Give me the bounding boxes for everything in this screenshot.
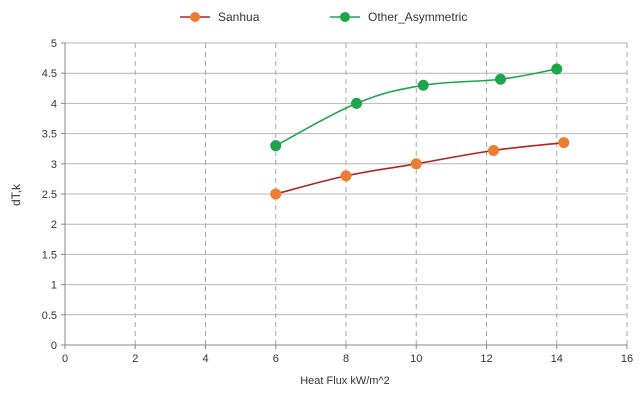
x-tick-label: 14 <box>551 353 563 365</box>
y-tick-label: 2.5 <box>42 189 57 201</box>
series-line <box>275 141 564 195</box>
x-tick-label: 10 <box>410 353 422 365</box>
series-group <box>270 63 570 200</box>
y-tick-label: 2 <box>51 219 57 231</box>
x-tick-label: 4 <box>202 353 208 365</box>
legend-label: Sanhua <box>218 10 260 24</box>
data-point <box>351 97 363 109</box>
data-point <box>558 137 570 149</box>
data-point <box>270 188 282 200</box>
y-tick-label: 4 <box>51 98 57 110</box>
axes: 0 2 4 6 8 10 12 14 16 0 0.5 1 1.5 2 2.5 3 3.5 4 4.5 5 <box>42 38 633 365</box>
x-tick-label: 0 <box>62 353 68 365</box>
x-tick-label: 2 <box>132 353 138 365</box>
y-tick-label: 0.5 <box>42 310 57 322</box>
x-tick-label: 8 <box>343 353 349 365</box>
data-point <box>417 79 429 91</box>
y-tick-label: 5 <box>51 38 57 50</box>
x-tick-label: 12 <box>480 353 492 365</box>
grid <box>65 42 628 345</box>
y-tick-label: 0 <box>51 340 57 352</box>
data-point <box>270 140 282 152</box>
legend-item: Sanhua <box>180 10 260 24</box>
y-tick-label: 3 <box>51 159 57 171</box>
y-tick-label: 1 <box>51 280 57 292</box>
data-point <box>495 73 507 85</box>
x-axis-title: Heat Flux kW/m^2 <box>300 375 390 387</box>
y-axis-title: dT,k <box>9 183 23 206</box>
series-other-asymmetric <box>270 63 563 152</box>
x-tick-label: 6 <box>273 353 279 365</box>
data-point <box>340 170 352 182</box>
legend-label: Other_Asymmetric <box>368 10 467 24</box>
legend-swatch-marker <box>190 12 200 22</box>
data-point <box>410 158 422 170</box>
data-point <box>488 145 500 157</box>
legend-swatch-marker <box>340 12 350 22</box>
legend: Sanhua Other_Asymmetric <box>180 10 467 24</box>
y-tick-label: 3.5 <box>42 129 57 141</box>
y-tick-label: 4.5 <box>42 68 57 80</box>
legend-item: Other_Asymmetric <box>330 10 467 24</box>
x-tick-label: 16 <box>621 353 633 365</box>
data-point <box>551 63 563 75</box>
series-sanhua <box>270 137 570 200</box>
y-tick-label: 1.5 <box>42 249 57 261</box>
